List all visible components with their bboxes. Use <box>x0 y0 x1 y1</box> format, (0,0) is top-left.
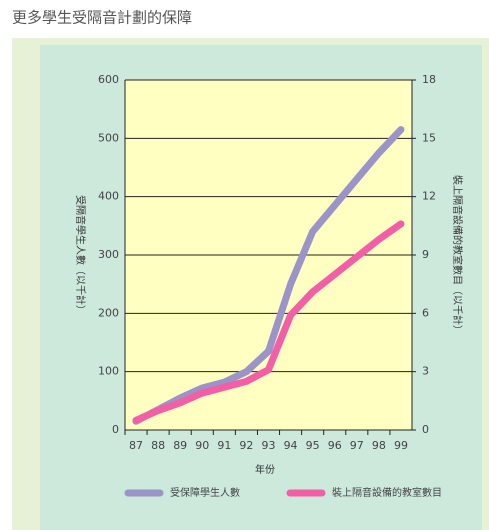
y2-tick-label: 12 <box>422 190 436 203</box>
y-tick-label: 0 <box>112 423 119 436</box>
y2-tick-label: 9 <box>422 248 429 261</box>
chart-title: 更多學生受隔音計劃的保障 <box>12 9 192 27</box>
y2-tick-label: 18 <box>422 73 436 86</box>
y2-tick-label: 0 <box>422 423 429 436</box>
x-tick-label: 96 <box>328 439 342 452</box>
x-tick-label: 87 <box>129 439 143 452</box>
y-axis-title: 受隔音學生人數（以千計） <box>74 195 87 315</box>
x-tick-label: 91 <box>217 439 231 452</box>
y2-tick-label: 3 <box>422 365 429 378</box>
x-tick-label: 92 <box>239 439 253 452</box>
x-tick-label: 98 <box>372 439 386 452</box>
series-line <box>132 220 405 424</box>
y-tick-label: 200 <box>98 306 119 319</box>
x-tick-label: 90 <box>195 439 209 452</box>
y-tick-label: 600 <box>98 73 119 86</box>
y-tick-label: 100 <box>98 365 119 378</box>
x-tick-label: 94 <box>284 439 298 452</box>
y2-tick-label: 15 <box>422 131 436 144</box>
x-tick-label: 93 <box>262 439 276 452</box>
y2-tick-label: 6 <box>422 306 429 319</box>
y-tick-label: 400 <box>98 190 119 203</box>
y-tick-label: 500 <box>98 131 119 144</box>
y2-axis-title: 裝上隔音設備的教室數目（以千計） <box>451 175 464 335</box>
x-tick-label: 88 <box>151 439 165 452</box>
x-tick-label: 97 <box>350 439 364 452</box>
y-tick-label: 300 <box>98 248 119 261</box>
legend-label: 裝上隔音設備的教室數目 <box>332 486 442 499</box>
legend-label: 受保障學生人數 <box>170 486 240 499</box>
x-tick-label: 95 <box>306 439 320 452</box>
series-line <box>132 126 405 425</box>
x-tick-label: 89 <box>173 439 187 452</box>
x-tick-label: 99 <box>394 439 408 452</box>
x-axis-title: 年份 <box>255 463 275 476</box>
